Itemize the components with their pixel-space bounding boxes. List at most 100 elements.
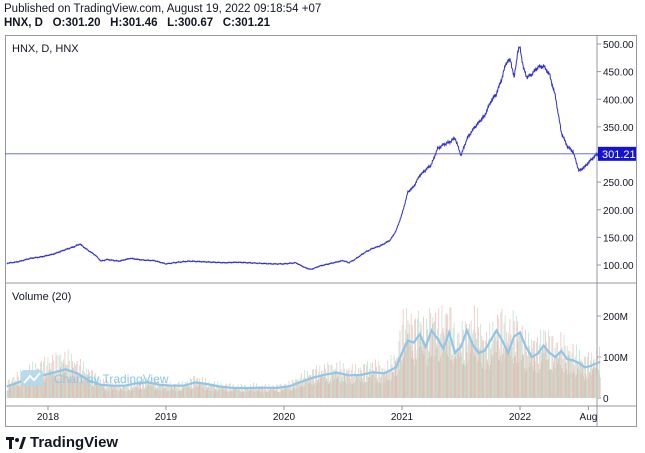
volume-bar (477, 360, 479, 398)
volume-bar (50, 362, 52, 398)
volume-bar (518, 362, 519, 398)
volume-bar (120, 388, 122, 398)
volume-bar (242, 391, 244, 398)
volume-bar (579, 372, 581, 398)
volume-bar (382, 383, 383, 398)
volume-bar (449, 340, 450, 398)
volume-bar (422, 350, 424, 398)
volume-bar (280, 383, 282, 398)
volume-bar (485, 340, 486, 398)
volume-bar (45, 374, 47, 398)
volume-bar (467, 344, 469, 398)
volume-bar (189, 386, 191, 398)
volume-bar (292, 390, 294, 398)
volume-bar (268, 384, 270, 398)
volume-bar (30, 376, 31, 398)
volume-bar (388, 371, 390, 398)
volume-bar (270, 388, 271, 398)
volume-bar (479, 348, 481, 398)
volume-bar (552, 371, 553, 398)
volume-bar (221, 386, 223, 398)
volume-bar (65, 371, 66, 398)
volume-bar (87, 375, 89, 398)
volume-bar (532, 347, 534, 398)
volume-bar (164, 388, 166, 398)
volume-bar (181, 390, 183, 398)
volume-bar (570, 371, 572, 398)
volume-bar (578, 369, 580, 398)
volume-bar (461, 355, 462, 398)
volume-bar (438, 361, 440, 398)
volume-bar (124, 385, 126, 398)
volume-bar (274, 388, 276, 398)
volume-bar (520, 335, 522, 398)
volume-bar (386, 370, 388, 398)
volume-bar (138, 380, 140, 398)
volume-bar (158, 389, 159, 398)
volume-bar (281, 390, 283, 398)
volume-pane-title: Volume (20) (12, 291, 71, 303)
volume-bar (257, 386, 259, 398)
volume-bar (557, 358, 559, 398)
volume-bar (146, 383, 148, 398)
symbol-interval: HNX, D (4, 17, 43, 29)
volume-bar (541, 352, 543, 398)
volume-bar (244, 384, 245, 398)
volume-bar (339, 381, 340, 398)
volume-bar (89, 372, 90, 398)
volume-bar (160, 383, 162, 398)
volume-bar (373, 370, 374, 398)
volume-bar (454, 358, 456, 398)
volume-bar (105, 390, 107, 398)
volume-bar (187, 383, 189, 398)
volume-bar (256, 391, 258, 398)
volume-bar (284, 389, 286, 398)
volume-bar (432, 317, 434, 398)
volume-bar (507, 333, 509, 398)
volume-bar (26, 375, 28, 398)
volume-bar (417, 319, 418, 398)
volume-bar (57, 376, 58, 398)
volume-bar (596, 373, 598, 398)
volume-bar (185, 381, 186, 398)
volume-bar (116, 389, 117, 398)
tradingview-footer[interactable]: TradingView (6, 434, 118, 451)
volume-bar (439, 357, 441, 398)
volume-bar (18, 381, 20, 398)
volume-bar (417, 358, 419, 398)
volume-bar (227, 391, 229, 398)
price-pane-title: HNX, D, HNX (12, 43, 79, 55)
open-label: O: (52, 17, 66, 29)
volume-bar (591, 369, 593, 398)
volume-bar (195, 382, 197, 398)
volume-bar (307, 370, 308, 398)
volume-bar (239, 389, 240, 398)
volume-bar (111, 385, 113, 398)
price-tick-label: 450.00 (603, 68, 634, 79)
volume-bar (98, 377, 100, 398)
volume-bar (70, 353, 72, 398)
volume-bar (224, 388, 226, 398)
volume-bar (404, 329, 406, 398)
volume-bar (232, 391, 234, 398)
volume-bar (353, 382, 355, 398)
volume-bar (73, 367, 75, 398)
volume-bar (115, 389, 116, 398)
volume-bar (569, 351, 571, 398)
volume-bar (574, 356, 576, 398)
volume-bar (379, 377, 381, 398)
volume-bar (382, 368, 384, 398)
chart-frame[interactable] (5, 35, 637, 427)
volume-bar (55, 376, 56, 398)
volume-bar (10, 381, 12, 398)
volume-bar (62, 372, 64, 398)
volume-bar (113, 386, 115, 398)
volume-bar (566, 346, 568, 398)
volume-bar (511, 349, 512, 398)
volume-bar (347, 370, 349, 398)
volume-bar (358, 367, 359, 398)
volume-bar (139, 389, 141, 398)
volume-bar (13, 376, 15, 398)
volume-bar (471, 339, 473, 398)
